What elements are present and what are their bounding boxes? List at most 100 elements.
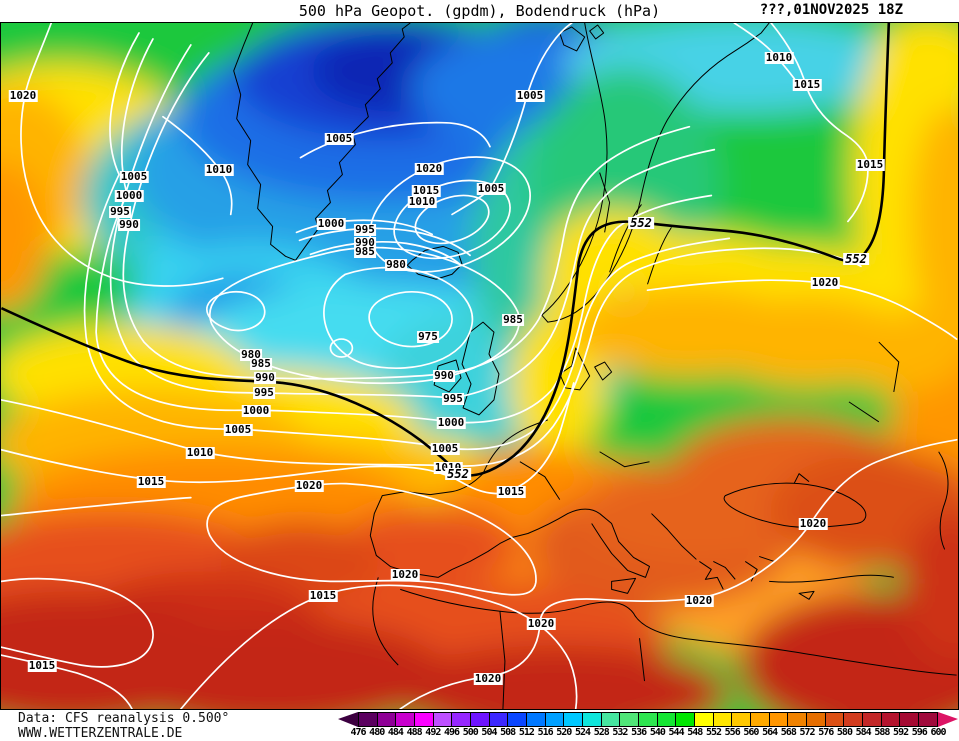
- pressure-label: 1020: [684, 594, 714, 607]
- pressure-label: 1015: [27, 659, 57, 672]
- coast-svalbard: [559, 24, 605, 52]
- colorbar-ticks: 476 480 484 488 492 496 500 504 508 512 516 520 524 5…: [338, 727, 958, 739]
- colorbar-tick-label: 552: [705, 727, 722, 738]
- pressure-label: 990: [254, 371, 276, 384]
- pressure-label: 995: [253, 386, 275, 399]
- coast-morocco: [372, 577, 399, 666]
- colorbar-right-arrow: [938, 712, 958, 727]
- isobar-inner-loop: [329, 338, 354, 358]
- colorbar-tick-label: 484: [387, 727, 404, 738]
- pressure-label: 995: [442, 392, 464, 405]
- colorbar-segment: [433, 713, 453, 726]
- pressure-label: 1020: [8, 89, 38, 102]
- colorbar-segment: [657, 713, 677, 726]
- isobar-980-west: [206, 290, 266, 332]
- pressure-label: 1005: [324, 132, 354, 145]
- colorbar-tick-label: 584: [855, 727, 872, 738]
- colorbar-tick-label: 540: [649, 727, 666, 738]
- colorbar-segment: [508, 713, 528, 726]
- pressure-label: 990: [118, 218, 140, 231]
- geopotential-label: 552: [445, 467, 471, 481]
- colorbar-segment: [788, 713, 808, 726]
- pressure-label: 1005: [119, 170, 149, 183]
- pressure-label: 1020: [810, 276, 840, 289]
- colorbar-segment: [881, 713, 901, 726]
- colorbar-tick-label: 516: [537, 727, 554, 738]
- isobar-1020-mediterranean: [399, 438, 958, 709]
- colorbar-tick-label: 496: [444, 727, 460, 738]
- coast-italy: [591, 513, 651, 578]
- colorbar-segment: [919, 713, 937, 726]
- isobar-980: [323, 266, 474, 370]
- pressure-label: 1015: [792, 78, 822, 91]
- colorbar-segment: [695, 713, 714, 726]
- pressure-label: 1005: [430, 442, 460, 455]
- isobar-1015-high: [393, 179, 511, 260]
- colorbar-segment: [583, 713, 602, 726]
- colorbar-segment: [527, 713, 546, 726]
- colorbar-segment: [396, 713, 416, 726]
- colorbar-segment: [713, 713, 733, 726]
- coast-baltic: [609, 204, 672, 285]
- isobar-1000: [95, 38, 713, 424]
- colorbar-tick-label: 500: [462, 727, 479, 738]
- colorbar-segment: [844, 713, 864, 726]
- isobar-1015-northeast: [770, 23, 869, 223]
- isobar-1005: [83, 32, 731, 451]
- isobar-990: [122, 52, 691, 380]
- isobar-995: [109, 44, 716, 399]
- coast-britain: [461, 321, 500, 416]
- colorbar-segment: [471, 713, 490, 726]
- colorbar-bar: [338, 712, 958, 727]
- pressure-label: 1010: [407, 195, 437, 208]
- colorbar-tick-label: 548: [687, 727, 703, 738]
- colorbar-segment: [807, 713, 826, 726]
- colorbar-tick-label: 512: [518, 727, 535, 738]
- colorbar-tick-label: 596: [911, 727, 928, 738]
- pressure-label: 985: [250, 357, 272, 370]
- pressure-label: 995: [109, 205, 131, 218]
- colorbar-segment: [639, 713, 658, 726]
- colorbar-segment: [545, 713, 565, 726]
- coast-greenland: [233, 23, 411, 261]
- colorbar-tick-label: 532: [612, 727, 628, 738]
- pressure-label: 990: [433, 369, 455, 382]
- colorbar: 476 480 484 488 492 496 500 504 508 512 516 520 524 5…: [338, 712, 958, 740]
- colorbar-tick-label: 600: [930, 727, 946, 738]
- colorbar-tick-label: 488: [406, 727, 423, 738]
- colorbar-segment: [452, 713, 472, 726]
- geopotential-label: 552: [843, 252, 869, 266]
- colorbar-tick-label: 564: [762, 727, 778, 738]
- isobar-1015-morocco: [180, 584, 578, 709]
- data-source: Data: CFS reanalysis 0.500°: [18, 711, 230, 726]
- colorbar-tick-label: 536: [631, 727, 647, 738]
- colorbar-tick-label: 576: [818, 727, 834, 738]
- colorbar-left-arrow: [338, 712, 358, 727]
- coast-denmark: [559, 347, 613, 391]
- pressure-label: 1020: [390, 568, 420, 581]
- colorbar-tick-label: 592: [893, 727, 909, 738]
- colorbar-tick-label: 492: [425, 727, 441, 738]
- colorbar-tick-label: 508: [500, 727, 516, 738]
- colorbar-segment: [769, 713, 789, 726]
- pressure-label: 1020: [526, 617, 556, 630]
- isobar-1020-east: [646, 279, 958, 340]
- pressure-label: 1010: [204, 163, 234, 176]
- pressure-label: 980: [385, 258, 407, 271]
- pressure-label: 1020: [294, 479, 324, 492]
- pressure-label: 985: [502, 313, 524, 326]
- coast-balkans-greece: [651, 513, 775, 590]
- coast-black-sea: [723, 473, 867, 528]
- pressure-label: 1000: [241, 404, 271, 417]
- colorbar-tick-label: 520: [556, 727, 572, 738]
- colorbar-segment: [863, 713, 882, 726]
- map-title: 500 hPa Geopot. (gpdm), Bodendruck (hPa): [298, 2, 661, 20]
- run-datetime: ???,01NOV2025 18Z: [759, 2, 903, 18]
- colorbar-tick-label: 476: [350, 727, 366, 738]
- colorbar-segment: [359, 713, 378, 726]
- coastlines: [233, 23, 957, 709]
- pressure-label: 1005: [476, 182, 506, 195]
- pressure-label: 1015: [855, 158, 885, 171]
- pressure-label: 975: [417, 330, 439, 343]
- pressure-label: 1015: [136, 475, 166, 488]
